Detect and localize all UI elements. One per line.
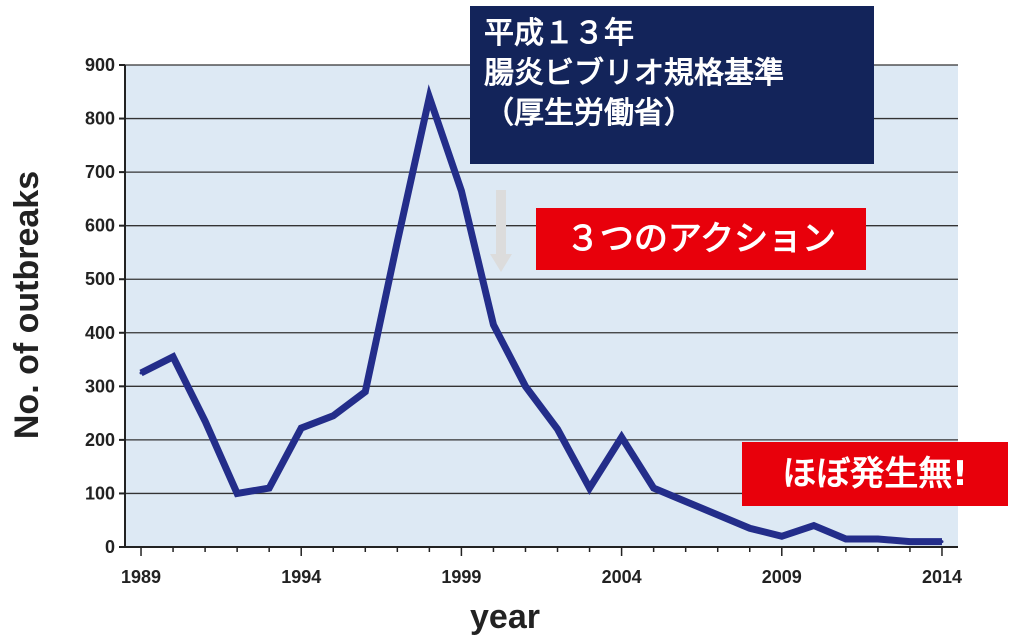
data-point xyxy=(812,524,816,528)
x-tick-label: 2004 xyxy=(602,567,642,587)
x-axis-ticks: 1989 1994 1999 2004 2009 2014 xyxy=(121,547,962,587)
y-tick-label: 300 xyxy=(85,376,115,396)
data-point xyxy=(523,384,527,388)
data-point xyxy=(139,371,143,375)
data-point xyxy=(748,526,752,530)
x-tick-label: 2014 xyxy=(922,567,962,587)
y-tick-label: 700 xyxy=(85,162,115,182)
data-point xyxy=(684,499,688,503)
data-point xyxy=(940,540,944,544)
data-point xyxy=(235,491,239,495)
series-line xyxy=(139,84,942,546)
data-point xyxy=(171,355,175,359)
down-arrow-icon xyxy=(490,190,512,272)
data-point xyxy=(363,390,367,394)
regulation-line-3: （厚生労働省） xyxy=(484,96,694,131)
y-tick-label: 500 xyxy=(85,269,115,289)
regulation-annotation: 平成１３年 腸炎ビブリオ規格基準 （厚生労働省） xyxy=(470,6,874,164)
data-point xyxy=(395,240,399,244)
actions-annotation: ３つのアクション xyxy=(536,208,866,270)
y-tick-label: 200 xyxy=(85,430,115,450)
x-tick-label: 1989 xyxy=(121,567,161,587)
data-point xyxy=(844,537,848,541)
y-tick-label: 800 xyxy=(85,109,115,129)
x-axis-title: year xyxy=(470,598,540,636)
data-point xyxy=(427,95,431,99)
regulation-line-2: 腸炎ビブリオ規格基準 xyxy=(484,56,784,91)
x-tick-label: 1994 xyxy=(281,567,321,587)
data-point xyxy=(299,426,303,430)
y-tick-label: 600 xyxy=(85,216,115,236)
y-tick-label: 0 xyxy=(105,537,115,557)
data-point xyxy=(203,419,207,423)
data-point xyxy=(652,486,656,490)
y-tick-label: 900 xyxy=(85,55,115,75)
y-axis-ticks: 0 100 200 300 400 500 600 700 800 900 xyxy=(85,55,125,557)
x-tick-label: 1999 xyxy=(441,567,481,587)
data-point xyxy=(716,513,720,517)
almost-none-annotation: ほぼ発生無! xyxy=(742,442,1008,506)
y-axis-title: No. of outbreaks xyxy=(8,171,46,439)
y-tick-label: 100 xyxy=(85,483,115,503)
data-point xyxy=(331,414,335,418)
data-point xyxy=(267,486,271,490)
data-point xyxy=(876,537,880,541)
y-tick-label: 400 xyxy=(85,323,115,343)
data-point xyxy=(620,435,624,439)
series-outbreaks xyxy=(139,84,944,546)
data-point xyxy=(491,323,495,327)
data-point xyxy=(459,189,463,193)
data-point xyxy=(588,486,592,490)
data-point xyxy=(556,427,560,431)
x-tick-label: 2009 xyxy=(762,567,802,587)
regulation-line-1: 平成１３年 xyxy=(484,16,634,51)
data-point xyxy=(780,534,784,538)
data-point xyxy=(908,540,912,544)
